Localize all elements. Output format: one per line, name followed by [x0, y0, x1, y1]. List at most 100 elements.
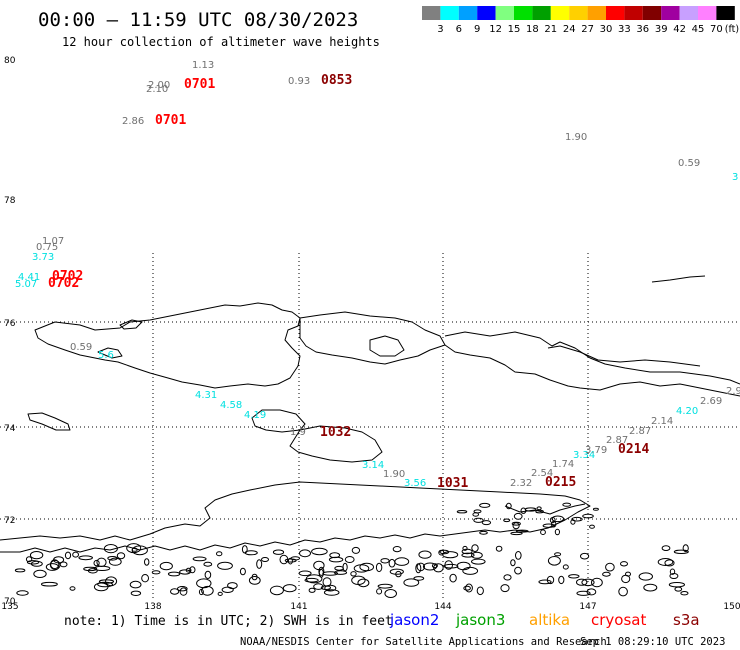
lake-outline: [256, 559, 263, 569]
lake-outline: [241, 545, 248, 554]
wave-height-value: 3.56: [404, 478, 426, 489]
lake-outline: [547, 556, 561, 566]
lake-outline: [668, 582, 686, 588]
lake-outline: [524, 507, 537, 512]
wave-height-value: 3.14: [362, 460, 384, 471]
lake-outline: [83, 566, 98, 572]
colorbar-label: 9: [474, 24, 480, 35]
mission-s3a: s3a: [673, 611, 700, 629]
lake-outline: [473, 517, 484, 523]
colorbar-swatch: [569, 6, 588, 20]
lake-outline: [433, 563, 444, 573]
lake-outline: [64, 551, 72, 560]
wave-height-value: 3.34: [573, 450, 595, 461]
lake-outline: [592, 507, 599, 511]
observation-time-label: 1032: [320, 425, 351, 440]
colorbar-swatch: [624, 6, 643, 20]
lake-outline: [16, 590, 29, 596]
lake-outline: [272, 549, 285, 555]
wave-height-value: 2.86: [122, 116, 144, 127]
lake-outline: [298, 570, 312, 577]
lake-outline: [357, 578, 370, 588]
observation-time-label: 0702: [48, 276, 79, 291]
footer-credit: NOAA/NESDIS Center for Satellite Applica…: [240, 636, 607, 648]
lake-outline: [25, 556, 33, 563]
wave-height-value: 2.00: [148, 80, 170, 91]
lake-outline: [536, 506, 542, 511]
latitude-label: 70: [4, 597, 16, 607]
wave-height-value: 1.9: [290, 427, 306, 438]
lake-outline: [669, 568, 676, 575]
lake-outline: [105, 576, 118, 587]
mission-jason3: jason3: [455, 611, 505, 629]
lake-outline: [203, 561, 213, 567]
longitude-label: 141: [290, 602, 307, 612]
coastline-small-island-ne: [651, 275, 706, 283]
colorbar-swatch: [532, 6, 551, 20]
coastline-faddeyevsky-island: [299, 311, 446, 365]
longitude-label: 147: [579, 602, 596, 612]
colorbar-label: 27: [581, 24, 594, 35]
lake-outline: [151, 570, 161, 575]
lake-outline: [287, 557, 293, 565]
colorbar-swatch: [716, 6, 735, 20]
lake-outline: [308, 587, 316, 593]
colorbar-swatch: [661, 6, 680, 20]
lake-outline: [462, 545, 468, 551]
lake-outline: [388, 558, 396, 568]
lake-outline: [471, 551, 483, 559]
lake-outline: [571, 516, 583, 522]
lake-outline: [389, 568, 404, 575]
longitude-label: 150: [723, 602, 740, 612]
lake-outline: [422, 562, 438, 571]
lake-outline: [586, 588, 597, 596]
wave-height-value: 4.19: [244, 410, 266, 421]
lake-outline: [318, 568, 324, 578]
wave-height-value: 2.14: [651, 416, 673, 427]
mission-jason2: jason2: [389, 611, 439, 629]
lake-outline: [248, 576, 261, 585]
lake-outline: [322, 571, 339, 576]
wave-height-value: 5.07: [15, 279, 37, 290]
wave-height-value: 1.90: [565, 132, 587, 143]
wave-height-value: 2.87: [606, 435, 628, 446]
longitude-label: 144: [434, 602, 451, 612]
observation-time-label: 0853: [321, 73, 352, 88]
colorbar-label: 33: [618, 24, 631, 35]
lake-outline: [554, 552, 562, 557]
lake-outline: [96, 557, 107, 567]
wave-height-value: 4.58: [220, 400, 242, 411]
coastline-new-siberia-east: [547, 345, 701, 367]
lake-outline: [443, 563, 459, 569]
lake-outline: [299, 549, 311, 558]
colorbar-label: 3: [437, 24, 443, 35]
wave-height-value: 2.9: [726, 386, 740, 397]
colorbar-label: 15: [508, 24, 521, 35]
lake-outline: [375, 562, 383, 573]
lake-outline: [591, 577, 603, 588]
latitude-label: 76: [4, 319, 16, 329]
footer-note: note: 1) Time is in UTC; 2) SWH is in fe…: [64, 614, 393, 629]
lake-outline: [261, 557, 269, 562]
coastline-small-island-1: [97, 347, 123, 359]
coastline-lyakhovsky-island: [251, 409, 306, 433]
lake-outline: [394, 557, 410, 566]
wave-height-value: 1.74: [552, 459, 574, 470]
lake-outline: [126, 543, 142, 554]
lake-outline: [201, 585, 214, 596]
observation-time-label: 0701: [155, 113, 186, 128]
lake-outline: [449, 573, 457, 583]
wave-height-value: 4.41: [18, 272, 40, 283]
lake-outline: [542, 523, 555, 528]
lake-outline: [621, 574, 631, 584]
lake-outline: [334, 565, 344, 571]
lake-outline: [320, 585, 331, 591]
colorbar-swatch: [458, 6, 478, 20]
lake-outline: [510, 559, 516, 567]
colorbar-label: 36: [636, 24, 649, 35]
lake-outline: [503, 518, 511, 523]
lake-outline: [515, 551, 522, 560]
lake-outline: [217, 561, 233, 570]
colorbar-swatch: [477, 6, 496, 20]
